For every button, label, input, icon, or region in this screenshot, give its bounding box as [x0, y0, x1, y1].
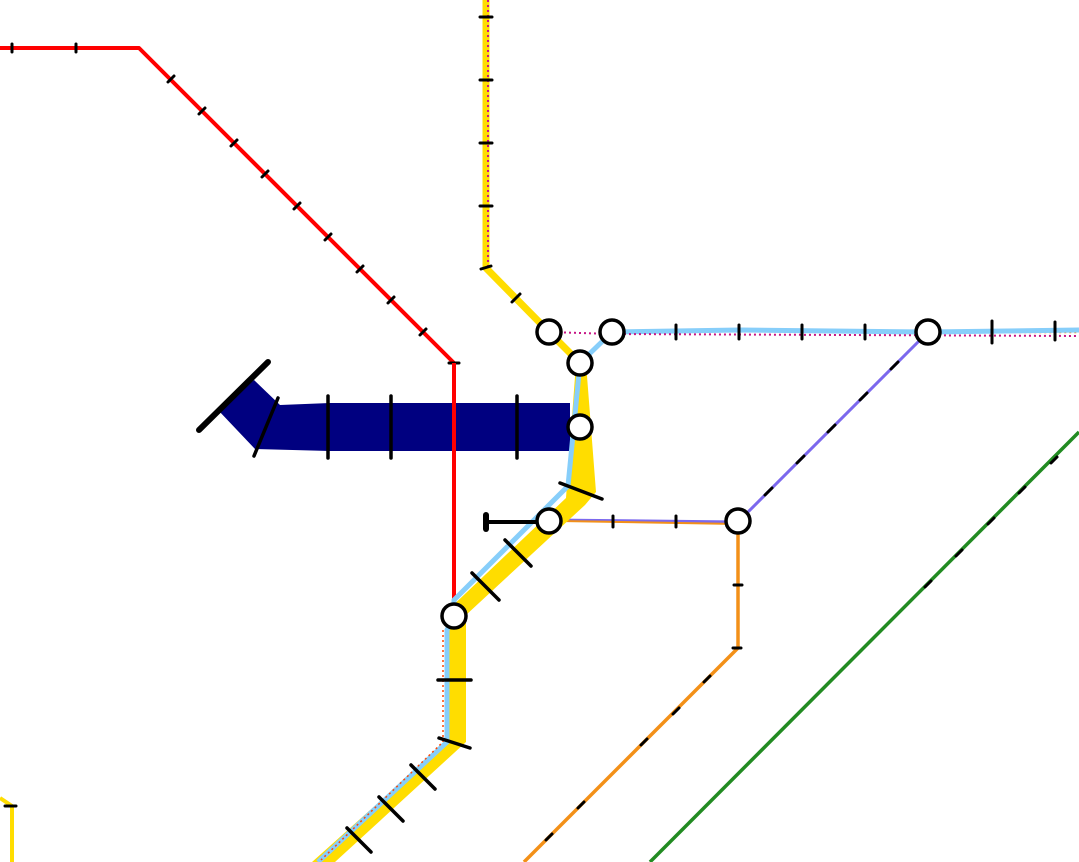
- orange-line-branch-track: [559, 520, 739, 525]
- orange-line-dotted-track: [737, 330, 1079, 523]
- purple-line-track: [548, 330, 930, 524]
- magenta-dotted-east-track: [548, 331, 1079, 337]
- orange-line-stop-tick: [702, 674, 712, 684]
- red-line-stop-tick: [386, 295, 396, 305]
- purple-line-stop-tick: [889, 360, 900, 371]
- green-line: [648, 430, 1079, 862]
- yellow-line-north-track: [482, 0, 583, 366]
- station-interchange-icon[interactable]: [724, 507, 752, 535]
- red-line-stop-tick: [166, 74, 176, 84]
- navy-line-terminus: [196, 359, 271, 433]
- yellow-line-southwest-track: [0, 796, 14, 862]
- red-line-stop-tick: [260, 169, 270, 179]
- orange-line-stop-tick: [576, 800, 586, 810]
- green-line-stop-tick: [1049, 455, 1059, 465]
- trunk-stop-tick: [345, 826, 373, 854]
- station-interchange-icon[interactable]: [440, 602, 468, 630]
- trunk-stop-tick: [437, 736, 472, 750]
- orange-line-stop-tick: [671, 706, 681, 716]
- trunk-stop-ticks: [345, 481, 604, 854]
- red-line-stop-tick: [292, 201, 302, 211]
- red-line-stop-tick: [323, 232, 333, 242]
- trunk-stop-tick: [470, 571, 501, 602]
- orange-line-stop-tick: [544, 832, 554, 842]
- purple-line-stop-tick: [826, 423, 837, 434]
- orange-line-track: [522, 522, 740, 862]
- green-line-stop-tick: [923, 579, 933, 589]
- stations: [440, 318, 942, 630]
- green-line-stop-tick: [1017, 485, 1027, 495]
- green-line-track: [648, 430, 1079, 862]
- light-blue-line: [316, 319, 1079, 862]
- station-interchange-icon[interactable]: [598, 318, 626, 346]
- red-line-stop-tick: [418, 327, 428, 337]
- red-line-stop-tick: [229, 138, 239, 148]
- red-line-stop-tick: [197, 106, 207, 116]
- green-line-stop-tick: [954, 548, 964, 558]
- station-interchange-icon[interactable]: [535, 507, 563, 535]
- orange-line-stop-tick: [639, 737, 649, 747]
- green-line-stop-tick: [986, 516, 996, 526]
- yellow-line-stop-tick: [479, 264, 493, 271]
- station-interchange-icon[interactable]: [914, 318, 942, 346]
- orange-line: [522, 330, 1079, 862]
- red-line: [0, 42, 461, 616]
- station-interchange-icon[interactable]: [566, 349, 594, 377]
- magenta-dotted-south-track: [320, 630, 444, 861]
- station-interchange-icon[interactable]: [535, 318, 563, 346]
- trunk-stop-tick: [377, 795, 405, 823]
- purple-line-stop-tick: [795, 454, 806, 465]
- navy-line: [196, 359, 570, 460]
- purple-line: [548, 330, 930, 529]
- purple-line-stop-tick: [763, 486, 774, 497]
- yellow-line-stop-tick: [510, 292, 522, 304]
- trunk-stop-tick: [409, 763, 437, 791]
- navy-line-track: [218, 380, 570, 451]
- trunk-stop-tick: [558, 481, 604, 501]
- purple-line-stop-tick: [858, 391, 869, 402]
- station-interchange-icon[interactable]: [566, 413, 594, 441]
- trunk-stop-tick: [503, 538, 533, 568]
- red-line-track: [0, 46, 456, 616]
- red-line-stop-tick: [355, 264, 365, 274]
- navy-line-stop-tick: [252, 396, 280, 458]
